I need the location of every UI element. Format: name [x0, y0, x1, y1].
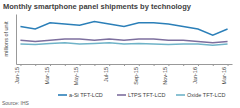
x-tick	[124, 64, 125, 66]
x-tick-mark	[124, 64, 125, 66]
x-tick-mark	[139, 64, 140, 66]
x-tick: Jan-16	[192, 64, 199, 84]
lines	[20, 22, 227, 46]
legend: a-Si TFT-LCD LTPS TFT-LCD Oxide TFT-LCD	[58, 92, 225, 98]
x-tick-mark	[213, 64, 214, 66]
x-tick-mark	[168, 64, 169, 66]
legend-swatch	[176, 94, 185, 96]
legend-label: a-Si TFT-LCD	[69, 92, 103, 98]
x-tick: Mar-15	[44, 64, 51, 84]
x-tick-label: Jan-15	[14, 67, 20, 84]
legend-swatch	[117, 94, 126, 96]
x-tick	[183, 64, 184, 66]
x-tick	[65, 64, 66, 66]
x-tick-mark	[20, 64, 21, 66]
x-tick-mark	[183, 64, 184, 66]
x-tick-label: Mar-16	[221, 67, 227, 84]
source: Source: IHS	[2, 100, 30, 106]
x-tick: Jan-15	[14, 64, 21, 84]
legend-label: Oxide TFT-LCD	[187, 92, 225, 98]
x-tick-mark	[50, 64, 51, 66]
x-tick	[213, 64, 214, 66]
y-axis	[16, 15, 17, 65]
x-tick-mark	[154, 64, 155, 66]
x-axis-line	[17, 64, 233, 65]
x-tick: Sep-15	[133, 64, 140, 85]
series-line	[20, 22, 227, 36]
x-tick-mark	[94, 64, 95, 66]
chart: Monthly smartphone panel shipments by te…	[0, 0, 240, 108]
series-line	[20, 39, 227, 43]
x-tick: Nov-15	[162, 64, 169, 85]
x-tick-label: Mar-15	[44, 67, 50, 84]
y-axis-line	[16, 15, 17, 65]
x-tick-mark	[228, 64, 229, 66]
x-tick: May-15	[73, 64, 80, 85]
x-tick-label: Jul-15	[103, 67, 109, 82]
plot: Jan-15 Mar-15 May-15 Jul-15 Sep-15 Nov-15 Jan-…	[14, 15, 232, 86]
x-tick-mark	[65, 64, 66, 66]
x-tick-label: Nov-15	[162, 67, 168, 85]
x-tick-label: Jan-16	[192, 67, 198, 84]
title: Monthly smartphone panel shipments by te…	[3, 2, 192, 11]
x-tick-mark	[109, 64, 110, 66]
x-tick-mark	[198, 64, 199, 66]
x-tick-mark	[35, 64, 36, 66]
x-tick	[94, 64, 95, 66]
x-tick	[154, 64, 155, 66]
x-tick	[35, 64, 36, 66]
x-tick-label: May-15	[73, 67, 79, 85]
legend-swatch	[58, 94, 67, 96]
x-tick-label: Sep-15	[133, 67, 139, 85]
y-axis-title: millions of unit	[3, 21, 9, 56]
series-line	[20, 43, 227, 46]
x-axis: Jan-15 Mar-15 May-15 Jul-15 Sep-15 Nov-15 Jan-…	[14, 64, 232, 85]
x-tick: Jul-15	[103, 64, 110, 82]
legend-label: LTPS TFT-LCD	[128, 92, 165, 98]
x-tick: Mar-16	[221, 64, 228, 84]
x-tick-mark	[80, 64, 81, 66]
